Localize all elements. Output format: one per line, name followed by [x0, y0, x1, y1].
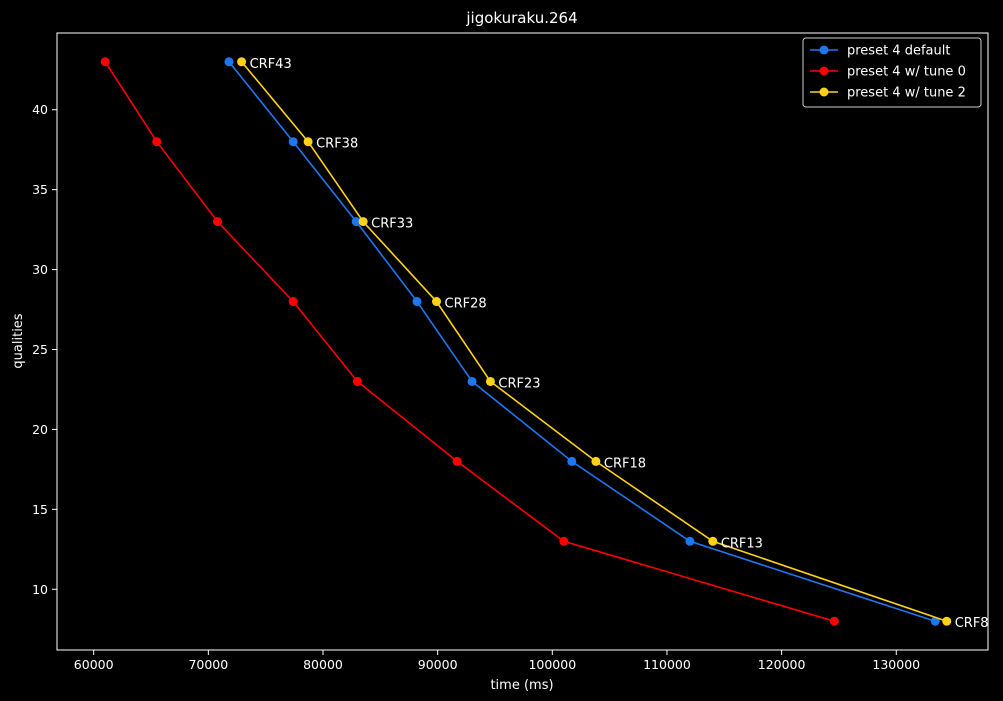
series-0-point — [685, 536, 695, 546]
y-tick-label: 10 — [32, 582, 48, 597]
legend-box — [802, 37, 982, 108]
series-1-point — [829, 616, 839, 626]
x-axis-label: time (ms) — [490, 678, 553, 693]
x-tick-label: 60000 — [74, 657, 114, 672]
plot-frame — [56, 32, 989, 651]
x-tick-label: 120000 — [758, 657, 806, 672]
series-1-point — [288, 297, 298, 307]
legend-marker — [819, 66, 829, 76]
series-2-point — [358, 217, 368, 227]
series-2-point — [485, 376, 495, 386]
series-line-0 — [228, 61, 936, 622]
y-tick-label: 35 — [32, 182, 48, 197]
series-2-point — [303, 137, 313, 147]
x-tick-label: 70000 — [188, 657, 228, 672]
series-2-point — [432, 297, 442, 307]
crf-annotation: CRF18 — [604, 456, 646, 471]
crf-annotation: CRF28 — [445, 297, 487, 312]
series-0-point — [351, 217, 361, 227]
series-1-point — [559, 536, 569, 546]
x-tick-label: 100000 — [528, 657, 576, 672]
crf-annotation: CRF23 — [498, 376, 540, 391]
series-1-point — [452, 456, 462, 466]
legend-label: preset 4 default — [847, 44, 950, 59]
series-layer — [100, 57, 952, 626]
series-0-point — [467, 376, 477, 386]
y-tick-label: 20 — [32, 422, 48, 437]
y-tick-label: 40 — [32, 102, 48, 117]
crf-annotation: CRF8 — [955, 616, 989, 631]
chart-title: jigokuraku.264 — [465, 9, 577, 27]
x-tick-label: 80000 — [303, 657, 343, 672]
legend-marker — [819, 87, 829, 97]
y-axis-label: qualities — [11, 313, 26, 368]
annotation-layer: CRF43 CRF38 CRF33 CRF28 CRF23 CRF18 CRF13 CRF8 — [250, 57, 989, 631]
series-1-point — [100, 57, 110, 67]
x-axis: 60000 70000 80000 90000 100000 110000 120000 13… — [74, 650, 920, 672]
x-tick-label: 90000 — [418, 657, 458, 672]
x-tick-label: 130000 — [872, 657, 920, 672]
series-2-point — [591, 456, 601, 466]
crf-annotation: CRF13 — [721, 536, 763, 551]
legend-marker — [819, 45, 829, 55]
series-2-point — [942, 616, 952, 626]
y-tick-label: 30 — [32, 262, 48, 277]
crf-annotation: CRF43 — [250, 57, 292, 72]
y-tick-label: 25 — [32, 342, 48, 357]
series-0-point — [288, 137, 298, 147]
series-0-point — [224, 57, 234, 67]
crf-annotation: CRF38 — [316, 137, 358, 152]
y-tick-label: 15 — [32, 502, 48, 517]
series-1-point — [352, 376, 362, 386]
series-line-2 — [240, 61, 947, 622]
series-0-point — [567, 456, 577, 466]
series-2-point — [237, 57, 247, 67]
legend-label: preset 4 w/ tune 2 — [847, 86, 966, 101]
series-2-point — [708, 536, 718, 546]
series-1-point — [213, 217, 223, 227]
series-0-point — [930, 616, 940, 626]
x-tick-label: 110000 — [643, 657, 691, 672]
series-0-point — [412, 297, 422, 307]
crf-annotation: CRF33 — [371, 217, 413, 232]
legend: preset 4 default preset 4 w/ tune 0 preset… — [802, 37, 982, 108]
series-line-1 — [104, 61, 835, 622]
series-1-point — [152, 137, 162, 147]
legend-label: preset 4 w/ tune 0 — [847, 65, 966, 80]
y-axis: 10 15 20 25 30 35 40 — [32, 102, 57, 597]
